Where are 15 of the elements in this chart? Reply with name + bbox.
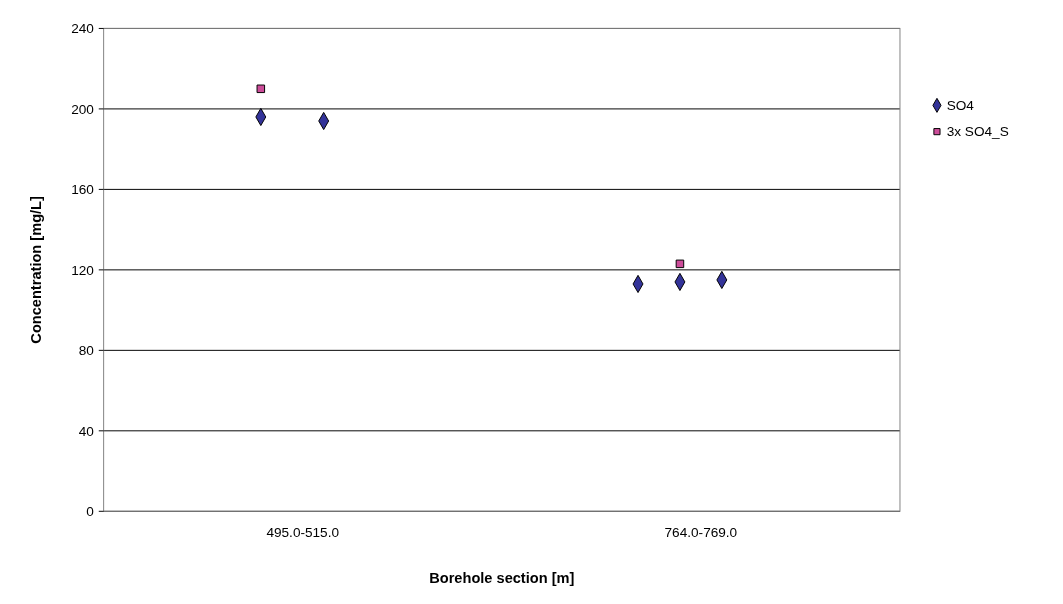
x-tick-label: 764.0-769.0 (664, 524, 738, 540)
y-tick-label: 240 (71, 21, 95, 37)
x-axis-title: Borehole section [m] (429, 570, 575, 587)
y-tick-label: 40 (78, 423, 95, 439)
legend-label: 3x SO4_S (946, 124, 1009, 140)
point (675, 259, 685, 269)
point (256, 84, 266, 94)
y-tick-label: 0 (86, 504, 95, 520)
x-tick-label: 495.0-515.0 (266, 524, 340, 540)
y-tick-label: 200 (71, 101, 95, 117)
legend-label: SO4 (946, 98, 975, 114)
y-tick-label: 160 (71, 182, 95, 198)
y-axis-title: Concentration [mg/L] (28, 195, 45, 344)
y-tick-label: 120 (71, 262, 95, 278)
y-tick-label: 80 (78, 343, 95, 359)
